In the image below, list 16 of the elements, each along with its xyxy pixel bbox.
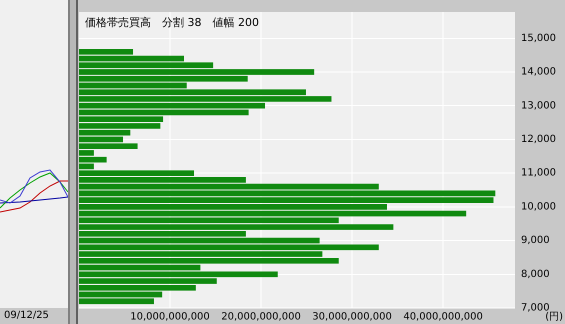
text: 09/12/25 [4,309,49,323]
x-tick-label: 40,000,000,000 [403,312,483,323]
x-tick-label: 30,000,000,000 [312,312,392,323]
y-tick-label: 10,000 [521,201,556,212]
x-axis-title: (円) [545,312,564,323]
x-tick-label: 20,000,000,000 [221,312,301,323]
y-tick-label: 15,000 [521,32,556,44]
y-tick-label: 7,000 [521,302,550,314]
x-tick-label: 10,000,000,000 [130,312,210,323]
y-tick-label: 8,000 [521,268,550,280]
chart-title: 価格帯売買高 分割 38 値幅 200 [85,16,259,29]
y-tick-label: 12,000 [521,134,556,146]
y-tick-label: 9,000 [521,235,550,246]
y-tick-label: 11,000 [521,168,556,179]
y-tick-label: 13,000 [521,100,556,112]
y-tick-label: 14,000 [521,66,556,78]
